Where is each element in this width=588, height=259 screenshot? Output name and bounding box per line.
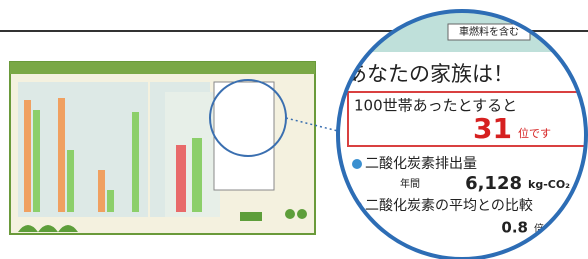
comparison-label: 二酸化炭素の平均との比較 — [365, 198, 533, 214]
bar-shape — [176, 145, 186, 212]
grass — [18, 225, 78, 232]
emission-label: 二酸化炭素排出量 — [365, 156, 477, 172]
heading: あなたの家族は！ — [346, 62, 514, 86]
rank: 31 — [473, 112, 512, 145]
bar-shape — [132, 112, 139, 212]
screen-header — [10, 62, 315, 74]
tag: 車燃料を含む — [459, 25, 519, 38]
screen-thumbnail — [10, 62, 315, 234]
bar-shape — [67, 150, 74, 212]
mascot — [297, 209, 307, 219]
bar-shape — [24, 100, 31, 212]
bar-shape — [107, 190, 114, 212]
magnifier: 車燃料を含む あなたの家族は！ 100世帯あったとすると 31 位です 二酸化炭… — [330, 0, 588, 259]
bar-shape — [192, 138, 202, 212]
comparison-value: 0.8 — [501, 219, 528, 237]
next-button — [240, 212, 262, 221]
rank-unit: 位です — [518, 126, 551, 140]
bar-shape — [33, 110, 40, 212]
emission-value: 6,128 — [465, 173, 522, 194]
screenshot: 車燃料を含む あなたの家族は！ 100世帯あったとすると 31 位です 二酸化炭… — [0, 0, 588, 259]
emission-unit: kg-CO₂ — [528, 178, 570, 191]
mascot — [285, 209, 295, 219]
emission-period: 年間 — [400, 177, 420, 190]
bar-shape — [58, 98, 65, 212]
bar-shape — [98, 170, 105, 212]
bullet — [352, 159, 362, 169]
info-panel — [214, 82, 274, 190]
